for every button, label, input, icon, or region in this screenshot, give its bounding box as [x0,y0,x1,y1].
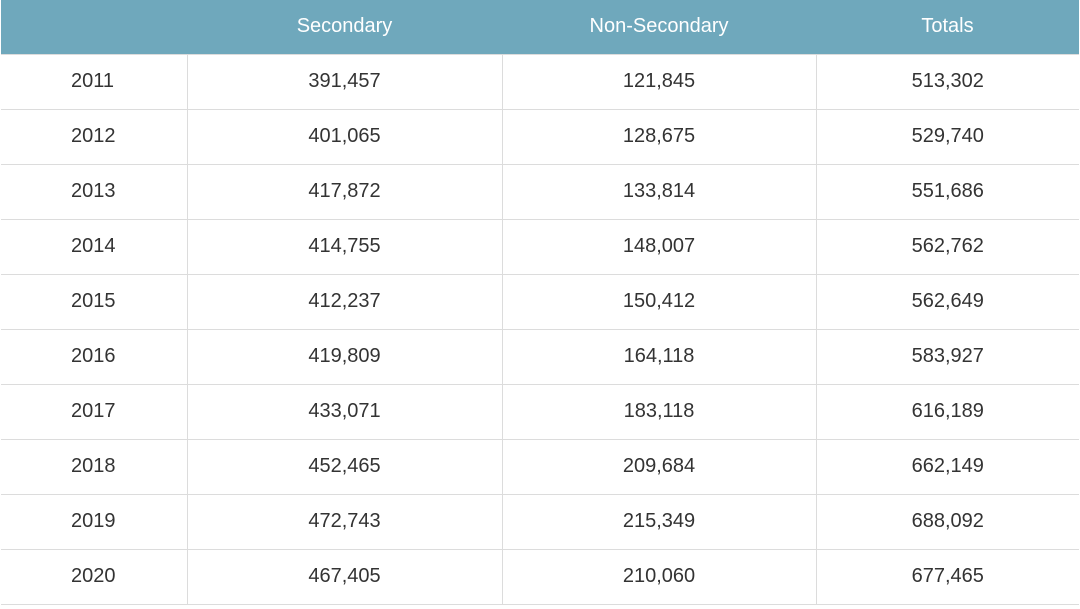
secondary-cell: 401,065 [186,108,502,164]
secondary-cell: 391,457 [186,53,502,109]
year-cell: 2012 [1,108,187,164]
secondary-cell: 433,071 [186,383,502,439]
header-row: Secondary Non-Secondary Totals [1,0,1079,54]
table-row: 2019 472,743 215,349 688,092 [1,493,1079,549]
header-year [1,0,187,54]
table-row: 2020 467,405 210,060 677,465 [1,548,1079,605]
table-row: 2017 433,071 183,118 616,189 [1,383,1079,439]
non-secondary-cell: 209,684 [501,438,816,494]
table-row: 2018 452,465 209,684 662,149 [1,438,1079,494]
non-secondary-cell: 150,412 [501,273,816,329]
secondary-cell: 414,755 [186,218,502,274]
totals-cell: 662,149 [815,438,1079,494]
non-secondary-cell: 210,060 [501,548,816,605]
table-row: 2014 414,755 148,007 562,762 [1,218,1079,274]
year-cell: 2014 [1,218,187,274]
table-row: 2011 391,457 121,845 513,302 [1,53,1079,109]
table-row: 2015 412,237 150,412 562,649 [1,273,1079,329]
secondary-cell: 412,237 [186,273,502,329]
table-header: Secondary Non-Secondary Totals [1,0,1079,54]
non-secondary-cell: 148,007 [501,218,816,274]
secondary-cell: 419,809 [186,328,502,384]
year-cell: 2013 [1,163,187,219]
totals-cell: 688,092 [815,493,1079,549]
totals-cell: 562,762 [815,218,1079,274]
totals-cell: 551,686 [815,163,1079,219]
header-totals: Totals [921,15,974,38]
totals-cell: 616,189 [815,383,1079,439]
non-secondary-cell: 164,118 [501,328,816,384]
secondary-cell: 472,743 [186,493,502,549]
non-secondary-cell: 215,349 [501,493,816,549]
table-row: 2016 419,809 164,118 583,927 [1,328,1079,384]
non-secondary-cell: 133,814 [501,163,816,219]
totals-cell: 529,740 [815,108,1079,164]
non-secondary-cell: 128,675 [501,108,816,164]
non-secondary-cell: 183,118 [501,383,816,439]
table-body: 2011 391,457 121,845 513,302 2012 401,06… [1,53,1079,605]
secondary-cell: 467,405 [186,548,502,605]
non-secondary-cell: 121,845 [501,53,816,109]
table-row: 2012 401,065 128,675 529,740 [1,108,1079,164]
year-cell: 2011 [1,53,187,109]
totals-cell: 677,465 [815,548,1079,605]
totals-cell: 583,927 [815,328,1079,384]
year-cell: 2018 [1,438,187,494]
year-cell: 2017 [1,383,187,439]
header-non-secondary: Non-Secondary [589,15,729,38]
year-cell: 2020 [1,548,187,605]
table-row: 2013 417,872 133,814 551,686 [1,163,1079,219]
totals-cell: 513,302 [815,53,1079,109]
year-cell: 2019 [1,493,187,549]
header-secondary: Secondary [296,15,393,38]
year-cell: 2015 [1,273,187,329]
secondary-cell: 452,465 [186,438,502,494]
year-cell: 2016 [1,328,187,384]
secondary-cell: 417,872 [186,163,502,219]
totals-cell: 562,649 [815,273,1079,329]
